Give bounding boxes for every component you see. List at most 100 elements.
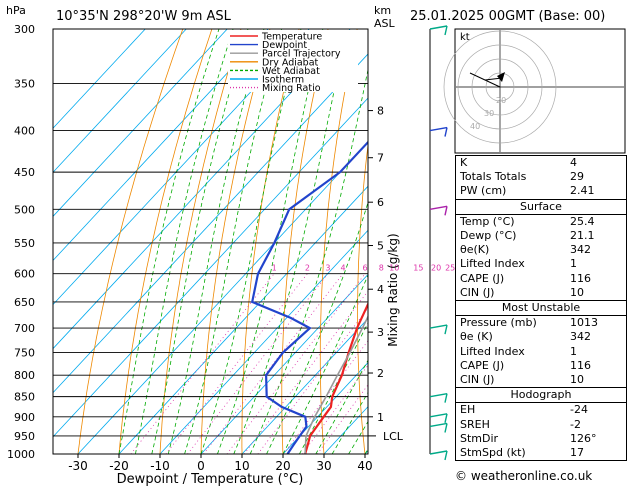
row-label: Dewp (°C) [460,229,517,243]
legend-label: Wet Adiabat [262,66,320,77]
km-tick-label: 5 [377,240,384,253]
temperature-axis: -30 -20 -10 0 10 20 30 40 [68,454,373,473]
profiles [250,140,368,454]
table-row: Temp (°C) 25.4 [456,215,626,229]
temp-tick-label: -30 [68,459,88,473]
table-row: θe(K) 342 [456,243,626,257]
pressure-tick-label: 650 [14,296,35,309]
surface-title: Surface [456,198,626,215]
pressure-tick-label: 450 [14,166,35,179]
table-row: CAPE (J) 116 [456,359,626,373]
row-label: Pressure (mb) [460,316,537,330]
pressure-tick-label: 750 [14,346,35,359]
table-row: Pressure (mb) 1013 [456,316,626,330]
row-value: -24 [570,403,588,417]
legend-label: Temperature [261,32,322,43]
table-row: CIN (J) 10 [456,286,626,300]
wind-barb [429,126,448,132]
row-label: CIN (J) [460,285,495,299]
mixing-ratio-label: 15 [413,264,423,273]
pressure-tick-label: 950 [14,430,35,443]
row-value: 25.4 [570,214,595,228]
row-label: Temp (°C) [460,214,515,228]
dry-adiabat-line [159,29,242,454]
row-label: θe (K) [460,330,493,344]
wind-barb-flag [444,25,448,36]
isotherm-line [53,97,368,438]
isotherm-line [241,317,368,454]
height-axis: 1 2 3 4 5 6 7 8 LCL [368,105,404,443]
row-label: PW (cm) [460,184,507,198]
row-value: 116 [570,358,591,372]
row-value: 21.1 [570,229,595,243]
table-row: CAPE (J) 116 [456,272,626,286]
row-value: 342 [570,243,591,257]
km-tick-label: 3 [377,326,384,339]
lcl-label: LCL [383,430,404,443]
row-value: 2.41 [570,184,595,198]
temp-tick-label: -20 [109,459,129,473]
y-axis-label: Mixing Ratio (g/kg) [386,233,400,346]
wet-adiabat-line [299,321,368,454]
hodo-ring-label: 40 [470,122,480,131]
hpa-label: hPa [6,4,26,17]
wind-barb [429,422,448,428]
pressure-tick-label: 550 [14,237,35,250]
isotherm-line [282,362,368,454]
temp-tick-label: 10 [234,459,249,473]
row-value: 17 [570,446,584,460]
pressure-tick-label: 300 [14,23,35,36]
isotherm-line [53,29,310,306]
wind-barb-flag [444,206,448,216]
table-row: Lifted Index 1 [456,257,626,271]
legend-box [228,30,358,92]
mixing-ratio-label: 6 [363,264,368,273]
km-tick-label: 2 [377,367,384,380]
mixing-ratio-line [226,273,366,454]
table-row: θe (K) 342 [456,330,626,344]
mixing-ratio-line [203,273,344,454]
row-label: Lifted Index [460,257,525,271]
table-row: Dewp (°C) 21.1 [456,229,626,243]
row-value: -2 [570,417,581,431]
km-tick-label: 8 [377,105,384,118]
profile-temperature [304,301,368,454]
datetime-title: 25.01.2025 00GMT (Base: 00) [410,9,605,24]
row-label: CIN (J) [460,373,495,387]
plot-frame [52,28,369,455]
table-row: CIN (J) 10 [456,373,626,387]
x-axis-label: Dewpoint / Temperature (°C) [117,472,304,486]
pressure-axis: 300 350 400 450 500 550 600 650 700 750 800 850 900 9… [7,23,35,461]
station-title: 10°35'N 298°20'W 9m ASL [56,9,232,24]
isotherm-line [53,53,368,394]
row-value: 116 [570,271,591,285]
row-value: 10 [570,373,584,387]
wind-barb-flag [444,413,448,423]
row-label: CAPE (J) [460,271,505,285]
wet-adiabat-line [151,29,249,454]
table-row: EH -24 [456,403,626,417]
row-value: 1 [570,344,577,358]
legend-label: Isotherm [262,75,304,86]
mixing-ratio-labels: 1 2 3 4 6 8 10 15 20 25 [272,264,456,273]
km-tick-label: 6 [377,196,384,209]
row-label: Lifted Index [460,344,525,358]
table-row: Totals Totals 29 [456,170,626,184]
pressure-tick-label: 350 [14,77,35,90]
hodograph-title: Hodograph [456,387,626,404]
most-unstable-title: Most Unstable [456,300,626,317]
mixing-ratio-label: 20 [431,264,441,273]
mixing-ratio-label: 3 [325,264,330,273]
temp-tick-label: 40 [357,459,372,473]
mixing-ratio-line [243,290,368,454]
mixing-ratio-label: 4 [340,264,345,273]
row-value: 342 [570,330,591,344]
legend-label: Mixing Ratio [262,83,321,94]
wet-adiabat-line [135,29,234,454]
wind-barb-flag [444,450,448,461]
wet-adiabat-line [315,359,368,454]
wind-barb-flag [444,127,448,137]
background-lines [53,29,368,454]
